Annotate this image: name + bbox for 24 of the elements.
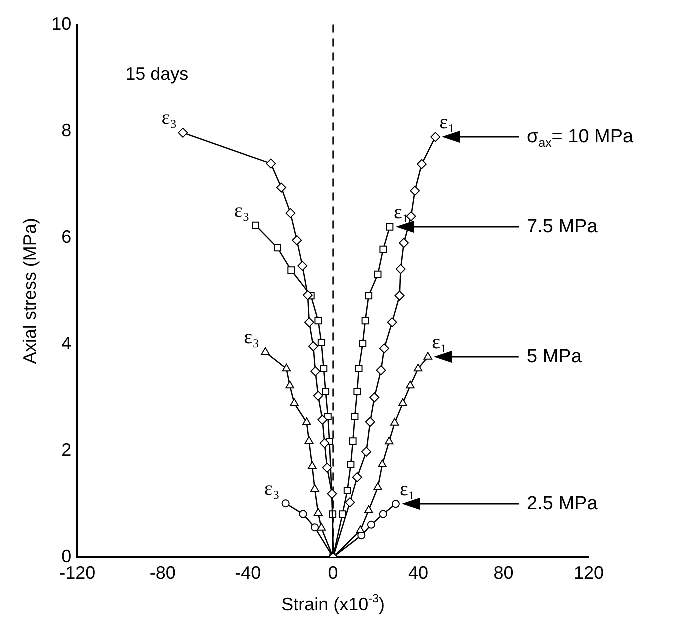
annotation: 15 days <box>126 64 189 84</box>
y-tick-label: 6 <box>62 226 72 247</box>
annotation: 2.5 MPa <box>527 493 598 514</box>
annotation: 5 MPa <box>527 346 582 368</box>
annotation: ε₃ <box>162 107 178 130</box>
annotation: ε₃ <box>234 200 250 222</box>
y-tick-label: 2 <box>62 440 72 460</box>
x-tick-label: -40 <box>235 563 262 584</box>
x-tick-label: -80 <box>150 563 176 584</box>
annotation: 7.5 MPa <box>527 216 598 238</box>
y-tick-label: 4 <box>62 333 72 354</box>
x-tick-label: 120 <box>574 563 604 584</box>
x-tick-label: 80 <box>494 563 514 584</box>
annotation: ε₃ <box>264 478 280 500</box>
y-tick-label: 10 <box>52 14 72 34</box>
annotation: ε₁ <box>432 331 448 354</box>
x-tick-label: 0 <box>328 563 338 584</box>
y-tick-label: 8 <box>62 120 72 140</box>
annotation: ε₁ <box>394 201 410 224</box>
annotation: ε₃ <box>244 326 260 349</box>
y-axis-title: Axial stress (MPa) <box>20 218 40 364</box>
x-tick-label: 40 <box>408 563 429 584</box>
annotation: ε₁ <box>440 111 455 134</box>
annotation: ε₁ <box>400 478 416 500</box>
